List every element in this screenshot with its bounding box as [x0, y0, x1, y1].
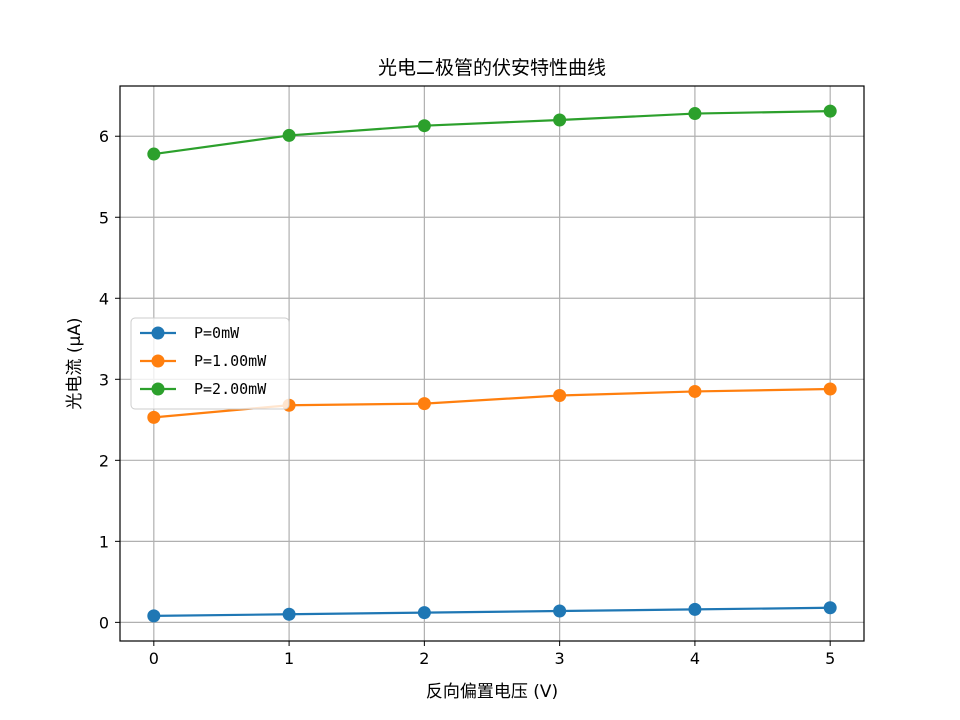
data-point: [553, 389, 567, 403]
series-line: [153, 606, 831, 617]
data-point: [282, 607, 296, 621]
data-point: [417, 119, 431, 133]
legend-label: P=2.00mW: [194, 380, 267, 398]
x-tick-label: 2: [419, 649, 429, 668]
data-point: [553, 113, 567, 127]
legend-marker: [151, 382, 165, 396]
data-point: [417, 606, 431, 620]
y-axis-label: 光电流 (μA): [65, 317, 85, 409]
y-tick-label: 2: [99, 451, 109, 470]
legend-box: [130, 317, 290, 410]
y-tick-label: 3: [99, 370, 109, 389]
x-tick-label: 0: [149, 649, 159, 668]
data-point: [688, 107, 702, 121]
data-point: [553, 604, 567, 618]
chart-title: 光电二极管的伏安特性曲线: [378, 57, 606, 79]
data-point: [823, 382, 837, 396]
data-point: [417, 397, 431, 411]
data-point: [147, 609, 161, 623]
plot-frame: [119, 85, 865, 642]
x-tick-label: 1: [284, 649, 294, 668]
y-tick-label: 6: [99, 127, 109, 146]
legend-marker: [151, 354, 165, 368]
x-tick-label: 3: [555, 649, 565, 668]
y-tick-label: 1: [99, 532, 109, 551]
data-point: [688, 602, 702, 616]
y-tick-label: 5: [99, 208, 109, 227]
x-tick-label: 4: [690, 649, 700, 668]
data-point: [688, 384, 702, 398]
series-line: [153, 110, 831, 156]
data-point: [282, 128, 296, 142]
x-axis-label: 反向偏置电压 (V): [426, 682, 558, 702]
data-point: [823, 601, 837, 615]
legend-label: P=0mW: [194, 324, 240, 342]
legend-marker: [151, 326, 165, 340]
data-point: [147, 410, 161, 424]
legend: P=0mW P=1.00mW P=2.00mW: [130, 317, 290, 410]
data-point: [147, 147, 161, 161]
y-tick-label: 0: [99, 613, 109, 632]
ticks: 0 1 2 3 4 5 0 1 2 3 4 5 6: [99, 127, 835, 668]
legend-label: P=1.00mW: [194, 352, 267, 370]
data-point: [823, 104, 837, 118]
y-tick-label: 4: [99, 289, 109, 308]
x-tick-label: 5: [825, 649, 835, 668]
